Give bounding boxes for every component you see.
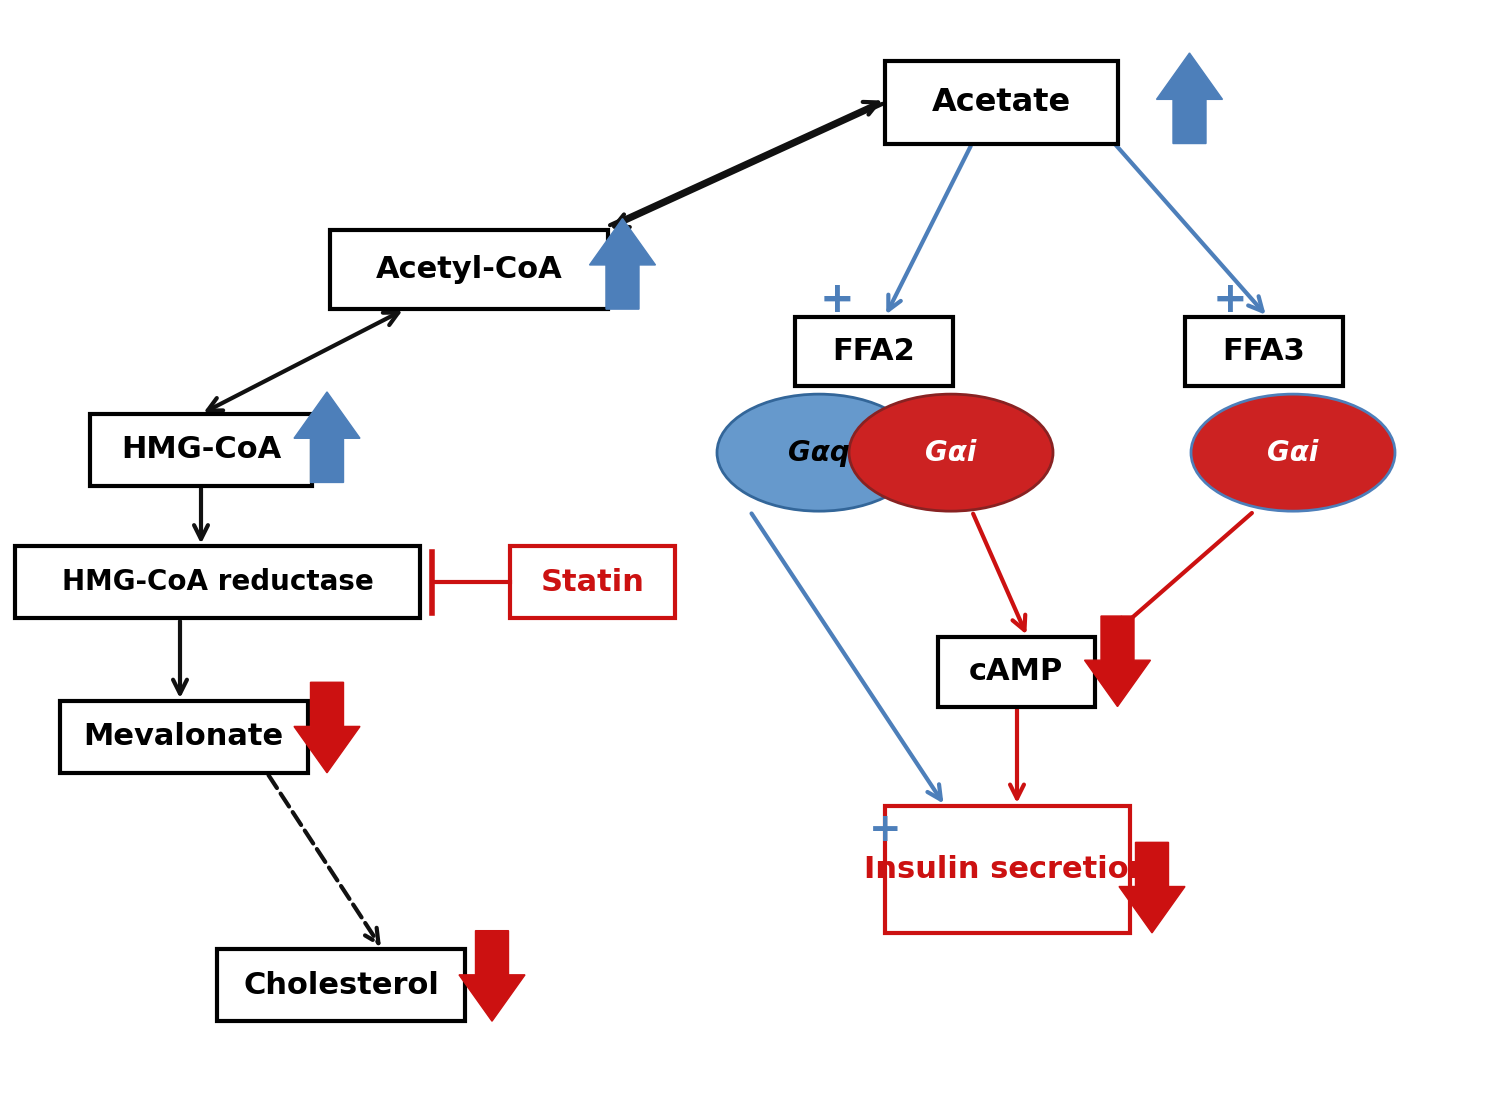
Text: Statin: Statin	[540, 567, 645, 597]
Text: Gαi: Gαi	[1268, 438, 1318, 467]
FancyBboxPatch shape	[885, 61, 1118, 144]
Text: FFA3: FFA3	[1222, 337, 1305, 367]
Text: FFA2: FFA2	[833, 337, 915, 367]
FancyBboxPatch shape	[1185, 317, 1342, 386]
Text: cAMP: cAMP	[969, 657, 1064, 687]
FancyBboxPatch shape	[15, 546, 420, 618]
FancyBboxPatch shape	[60, 701, 308, 773]
FancyBboxPatch shape	[885, 806, 1130, 933]
Polygon shape	[590, 219, 656, 309]
Text: +: +	[1212, 279, 1248, 321]
Text: HMG-CoA: HMG-CoA	[122, 435, 280, 465]
FancyBboxPatch shape	[938, 637, 1095, 707]
Polygon shape	[459, 931, 525, 1021]
Polygon shape	[294, 682, 360, 773]
Text: Acetate: Acetate	[932, 86, 1071, 118]
Polygon shape	[1084, 616, 1150, 707]
Ellipse shape	[717, 394, 921, 511]
Text: Acetyl-CoA: Acetyl-CoA	[375, 255, 562, 284]
FancyBboxPatch shape	[330, 230, 608, 309]
Text: Insulin secretion: Insulin secretion	[864, 854, 1150, 884]
Polygon shape	[1119, 842, 1185, 933]
FancyBboxPatch shape	[795, 317, 952, 386]
Text: +: +	[819, 279, 855, 321]
Text: Gαi: Gαi	[926, 438, 976, 467]
Text: +: +	[868, 811, 901, 849]
Ellipse shape	[1191, 394, 1395, 511]
Ellipse shape	[849, 394, 1053, 511]
FancyBboxPatch shape	[217, 949, 465, 1021]
FancyBboxPatch shape	[90, 414, 312, 486]
Text: Mevalonate: Mevalonate	[84, 722, 284, 752]
FancyBboxPatch shape	[510, 546, 675, 618]
Text: Gαq: Gαq	[788, 438, 850, 467]
Polygon shape	[1156, 53, 1222, 144]
Text: HMG-CoA reductase: HMG-CoA reductase	[62, 569, 374, 596]
Text: Cholesterol: Cholesterol	[243, 970, 440, 1000]
Polygon shape	[294, 392, 360, 482]
